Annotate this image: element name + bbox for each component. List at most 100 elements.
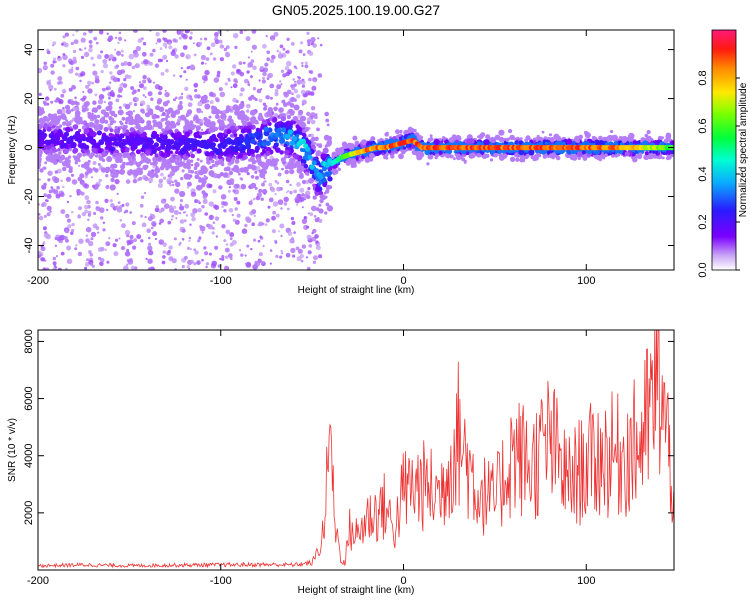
spectrogram-cell — [269, 35, 276, 41]
spectrogram-cell — [101, 116, 106, 121]
spectrogram-cell — [331, 152, 338, 158]
spectrogram-cell — [156, 38, 162, 43]
spectrogram-cell — [178, 212, 182, 215]
spectrogram-cell — [610, 129, 614, 134]
spectrogram-cell — [240, 87, 245, 92]
spectrogram-cell — [110, 89, 114, 93]
spectrogram-cell — [254, 261, 261, 267]
spectrogram-cell — [192, 208, 198, 214]
spectrogram-ridge-cell — [248, 132, 254, 138]
colorbar-tick-label: 0.4 — [697, 166, 709, 181]
spectrogram-cell — [401, 149, 406, 155]
spectrogram-cell — [85, 84, 90, 89]
spectrogram-cell — [142, 74, 147, 80]
spectrogram-cell — [204, 151, 211, 157]
spectrogram-cell — [89, 253, 94, 257]
spectrogram-cell — [103, 126, 109, 132]
spectrogram-cell — [591, 135, 596, 140]
spectrogram-cell — [286, 114, 292, 120]
spectrogram-cell — [385, 131, 389, 135]
spectrogram-cell — [258, 188, 263, 193]
spectrogram-cell — [77, 214, 82, 219]
spectrogram-cell — [571, 141, 577, 146]
spectrogram-cell — [123, 211, 126, 214]
spectrogram-cell — [66, 218, 72, 223]
spectrogram-cell — [49, 89, 52, 92]
spectrogram-cell — [109, 71, 113, 75]
spectrogram-cell — [72, 34, 75, 37]
spectrogram-cell — [315, 240, 319, 244]
spectrogram-cell — [594, 139, 601, 146]
spectrogram-cell — [199, 225, 206, 232]
spectrogram-cell — [175, 121, 181, 126]
spectrogram-cell — [61, 166, 67, 172]
spectrogram-ridge-cell — [114, 141, 120, 147]
spectrogram-cell — [177, 104, 183, 111]
spectrogram-ridge-cell — [307, 154, 313, 160]
spectrogram-cell — [329, 167, 333, 171]
spectrogram-cell — [314, 234, 319, 239]
spectrogram-cell — [152, 161, 157, 166]
spectrogram-cell — [169, 156, 175, 163]
spectrogram-cell — [528, 149, 535, 156]
spectrogram-cell — [665, 156, 670, 161]
spectrogram-cell — [395, 129, 400, 135]
spectrogram-cell — [107, 156, 111, 160]
spectrogram-cell — [179, 101, 183, 105]
spectrogram-cell — [122, 161, 126, 166]
spectrogram-cell — [193, 53, 197, 57]
spectrogram-cell — [258, 221, 263, 227]
spectrogram-cell — [194, 171, 198, 175]
spectrogram-cell — [201, 205, 205, 209]
x-tick-label: 100 — [577, 575, 595, 587]
spectrogram-y-ticks: -40 -20 0 20 40 — [23, 43, 674, 253]
spectrogram-cell — [276, 186, 281, 192]
spectrogram-cell — [454, 153, 458, 157]
spectrogram-cell — [252, 87, 257, 91]
spectrogram-cell — [310, 136, 316, 142]
spectrogram-cell — [165, 68, 169, 73]
spectrogram-cell — [125, 129, 129, 133]
spectrogram-cell — [78, 238, 84, 244]
spectrogram-cell — [138, 116, 142, 120]
spectrogram-cell — [196, 108, 202, 114]
spectrogram-cell — [140, 214, 144, 218]
spectrogram-cell — [220, 113, 227, 120]
x-tick-label: -100 — [210, 575, 232, 587]
spectrogram-ridge-cell — [281, 127, 287, 133]
spectrogram-cell — [128, 119, 135, 126]
spectrogram-cell — [59, 192, 65, 198]
spectrogram-cell — [199, 99, 203, 102]
spectrogram-cell — [609, 150, 613, 154]
spectrogram-cell — [142, 42, 147, 46]
spectrogram-cell — [122, 83, 128, 88]
spectrogram-cell — [236, 169, 240, 174]
spectrogram-cell — [87, 218, 90, 221]
spectrogram-cell — [246, 109, 250, 113]
spectrogram-cell — [399, 129, 403, 134]
spectrogram-cell — [147, 91, 153, 97]
spectrogram-cell — [284, 154, 288, 159]
spectrogram-cell — [587, 149, 593, 155]
spectrogram-cell — [176, 131, 182, 138]
snr-series-line — [38, 330, 674, 569]
spectrogram-cell — [180, 66, 184, 70]
spectrogram-cell — [204, 62, 207, 65]
spectrogram-cell — [60, 113, 66, 120]
spectrogram-cell — [45, 199, 48, 202]
spectrogram-ridge-cell — [263, 126, 269, 132]
spectrogram-cell — [139, 81, 141, 84]
spectrogram-cell — [48, 84, 54, 91]
spectrogram-cell — [447, 149, 453, 154]
spectrogram-cell — [302, 53, 306, 56]
spectrogram-cell — [312, 228, 317, 234]
spectrogram-ridge-cell — [243, 137, 249, 144]
spectrogram-ridge-cell — [311, 160, 317, 166]
spectrogram-cell — [311, 170, 315, 175]
spectrogram-cell — [123, 133, 127, 136]
x-tick-label: -100 — [210, 275, 232, 287]
spectrogram-cell — [277, 53, 284, 59]
spectrogram-cell — [179, 203, 182, 206]
spectrogram-cell — [199, 119, 204, 124]
spectrogram-cell — [374, 150, 381, 157]
